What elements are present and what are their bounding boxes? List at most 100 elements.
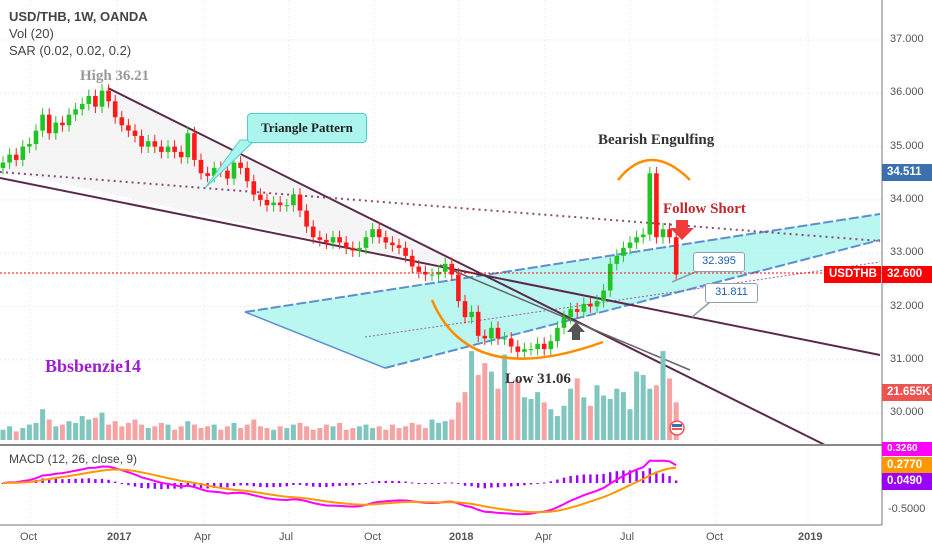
candle[interactable] <box>324 239 329 243</box>
candle[interactable] <box>284 205 290 207</box>
candle[interactable] <box>310 226 316 238</box>
candle[interactable] <box>634 237 639 243</box>
candle[interactable] <box>522 349 527 352</box>
candle[interactable] <box>53 122 59 134</box>
candle[interactable] <box>244 167 250 182</box>
candle[interactable] <box>317 237 323 240</box>
candle[interactable] <box>86 95 92 104</box>
candle[interactable] <box>449 263 455 275</box>
candle[interactable] <box>370 229 375 238</box>
candle[interactable] <box>73 109 78 115</box>
candle[interactable] <box>673 237 679 275</box>
candle[interactable] <box>667 229 672 238</box>
candle[interactable] <box>27 143 32 147</box>
candle[interactable] <box>581 303 587 312</box>
channel-bottom-line[interactable] <box>384 239 881 369</box>
volume-indicator-label[interactable]: Vol (20) <box>9 26 54 41</box>
candle[interactable] <box>337 237 342 243</box>
candle[interactable] <box>541 343 547 350</box>
candle[interactable] <box>139 135 144 147</box>
candle[interactable] <box>132 130 138 136</box>
candle[interactable] <box>535 343 540 350</box>
candle[interactable] <box>647 173 653 235</box>
candle[interactable] <box>416 266 422 272</box>
lower-trendline[interactable] <box>0 177 881 356</box>
candle[interactable] <box>231 162 237 179</box>
channel-top-line[interactable] <box>244 213 881 313</box>
upper-trendline[interactable] <box>107 87 826 446</box>
candle[interactable] <box>574 309 580 312</box>
candle[interactable] <box>126 125 131 131</box>
candle[interactable] <box>614 255 620 264</box>
candle[interactable] <box>271 202 276 206</box>
candle[interactable] <box>60 122 65 126</box>
candle[interactable] <box>462 301 468 318</box>
candle[interactable] <box>297 194 303 211</box>
candle[interactable] <box>376 229 382 238</box>
candle[interactable] <box>568 309 573 318</box>
candle[interactable] <box>409 255 415 267</box>
sar-indicator-label[interactable]: SAR (0.02, 0.02, 0.2) <box>9 43 132 58</box>
candle[interactable] <box>112 101 118 118</box>
price-callout-2[interactable]: 31.811 <box>705 283 758 303</box>
candle[interactable] <box>145 141 151 147</box>
candle[interactable] <box>33 130 39 144</box>
author-label[interactable]: Bbsbenzie14 <box>45 356 142 376</box>
candle[interactable] <box>258 194 263 200</box>
candle[interactable] <box>106 90 111 102</box>
price-callout-1[interactable]: 32.395 <box>693 252 745 272</box>
candle[interactable] <box>40 114 45 131</box>
candle[interactable] <box>390 242 395 246</box>
candle[interactable] <box>93 95 98 107</box>
candle[interactable] <box>205 173 210 176</box>
candle[interactable] <box>66 114 72 126</box>
candle[interactable] <box>20 146 26 160</box>
candle[interactable] <box>621 247 626 256</box>
candle[interactable] <box>79 103 85 110</box>
candle[interactable] <box>46 114 52 134</box>
candle[interactable] <box>436 271 441 275</box>
dotted-trendline[interactable] <box>0 171 881 242</box>
candle[interactable] <box>13 154 19 160</box>
candle[interactable] <box>330 237 336 243</box>
candle[interactable] <box>627 242 633 248</box>
candle[interactable] <box>264 199 270 206</box>
candle[interactable] <box>456 274 461 302</box>
candle[interactable] <box>251 181 257 195</box>
candle[interactable] <box>482 335 488 339</box>
candle[interactable] <box>515 346 521 352</box>
candle[interactable] <box>660 229 666 238</box>
candle[interactable] <box>0 162 6 168</box>
candle[interactable] <box>277 202 283 206</box>
candle[interactable] <box>350 247 356 251</box>
candle[interactable] <box>442 263 448 272</box>
macd-indicator-label[interactable]: MACD (12, 26, close, 9) <box>9 452 138 466</box>
candle[interactable] <box>291 194 296 206</box>
candle[interactable] <box>502 338 507 340</box>
candle[interactable] <box>172 146 177 152</box>
candle[interactable] <box>211 167 217 176</box>
candle[interactable] <box>601 290 606 302</box>
candle[interactable] <box>607 263 613 291</box>
candle[interactable] <box>548 341 554 350</box>
candle[interactable] <box>383 237 389 243</box>
candle[interactable] <box>225 170 230 179</box>
candle[interactable] <box>396 245 402 248</box>
candle[interactable] <box>238 162 243 168</box>
candle[interactable] <box>508 338 514 347</box>
candle[interactable] <box>192 133 197 160</box>
triangle-pattern-callout[interactable]: Triangle Pattern <box>247 113 367 143</box>
candle[interactable] <box>495 327 501 339</box>
follow-short-label[interactable]: Follow Short <box>663 201 746 217</box>
candle[interactable] <box>528 349 534 351</box>
symbol-title[interactable]: USD/THB, 1W, OANDA <box>9 9 148 24</box>
candle[interactable] <box>555 327 560 342</box>
bearish-engulfing-label[interactable]: Bearish Engulfing <box>598 132 715 148</box>
candle[interactable] <box>640 234 646 238</box>
candle[interactable] <box>363 237 369 248</box>
candle[interactable] <box>588 303 593 307</box>
candle[interactable] <box>178 151 184 158</box>
candle[interactable] <box>119 117 125 126</box>
candle[interactable] <box>654 173 659 238</box>
